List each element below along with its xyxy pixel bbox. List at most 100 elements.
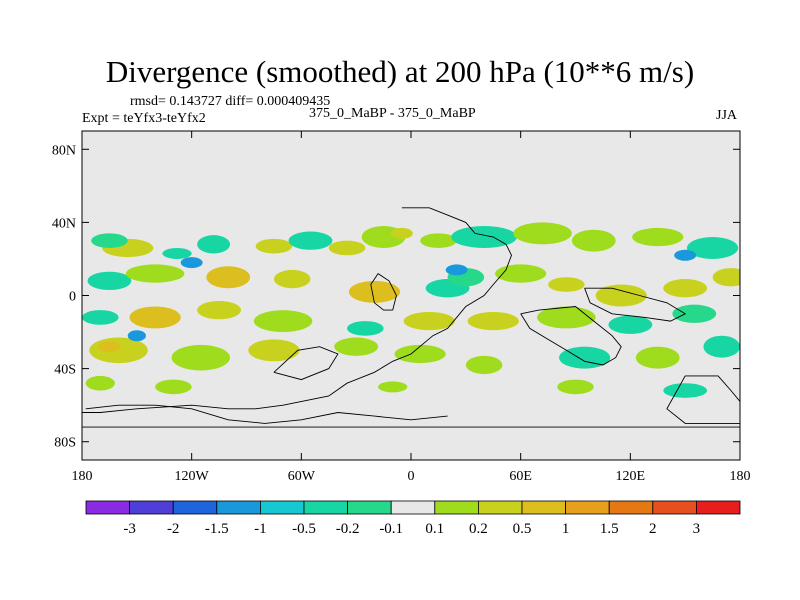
colorbar-swatch <box>303 500 348 515</box>
divergence-blob <box>288 231 333 250</box>
divergence-blob <box>98 341 121 353</box>
divergence-blob <box>394 344 446 364</box>
divergence-blob <box>686 237 739 259</box>
divergence-blob <box>87 271 132 291</box>
divergence-blob <box>495 264 547 283</box>
divergence-blob <box>89 337 148 364</box>
divergence-blob <box>663 279 708 298</box>
divergence-blob <box>155 379 192 395</box>
divergence-blob <box>180 257 203 269</box>
x-tick-label: 120W <box>175 469 210 484</box>
colorbar: -3 -2 -1.5 -1 -0.5 -0.2 -0.1 0.1 0.2 0.5 1 1.5 2 3 <box>85 500 741 537</box>
divergence-blob <box>82 310 119 325</box>
colorbar-swatch <box>216 500 261 515</box>
x-axis: 180 120W 60W 0 60E 120E 180 <box>72 131 751 484</box>
coastline <box>520 306 622 366</box>
divergence-field <box>82 222 740 398</box>
colorbar-label: -2 <box>167 521 180 537</box>
divergence-blob <box>548 277 585 292</box>
x-tick-label: 60W <box>288 469 316 484</box>
colorbar-label: 2 <box>649 521 657 537</box>
colorbar-swatch <box>434 500 479 515</box>
colorbar-swatch <box>259 500 305 515</box>
divergence-blob <box>451 226 518 248</box>
divergence-blob <box>127 330 146 342</box>
coastlines <box>82 207 740 428</box>
divergence-blob <box>513 222 572 245</box>
divergence-blob <box>420 233 457 248</box>
colorbar-label: -3 <box>123 521 136 537</box>
colorbar-label: 1 <box>562 521 570 537</box>
divergence-blob <box>465 355 503 375</box>
coastline <box>666 375 740 424</box>
coastline <box>370 272 397 311</box>
divergence-blob <box>390 227 413 239</box>
colorbar-swatch <box>347 500 392 515</box>
y-axis: 80N 40N 0 40S 80S <box>52 143 740 451</box>
y-tick-label: 80S <box>54 436 76 451</box>
divergence-blob <box>348 280 401 303</box>
divergence-blob <box>467 311 519 331</box>
left-subtitle: Expt = teYfx3-teYfx2 <box>82 111 206 126</box>
divergence-blob <box>248 339 300 362</box>
center-subtitle: 375_0_MaBP - 375_0_MaBP <box>309 106 476 121</box>
x-tick-label: 180 <box>72 469 93 484</box>
divergence-blob <box>537 306 596 329</box>
divergence-blob <box>595 284 647 307</box>
colorbar-swatch <box>85 500 130 515</box>
divergence-blob <box>197 235 231 254</box>
divergence-blob <box>171 344 231 371</box>
x-tick-label: 120E <box>616 469 646 484</box>
colorbar-label: -0.1 <box>379 521 403 537</box>
divergence-blob <box>334 337 379 356</box>
colorbar-label: 0.1 <box>425 521 444 537</box>
chart-title: Divergence (smoothed) at 200 hPa (10**6 … <box>105 54 695 89</box>
divergence-blob <box>672 304 717 323</box>
divergence-blob <box>378 381 408 393</box>
divergence-blob <box>571 229 616 252</box>
coastline <box>273 346 339 381</box>
colorbar-label: 0.2 <box>469 521 488 537</box>
colorbar-swatch <box>172 500 218 515</box>
colorbar-label: -0.2 <box>336 521 360 537</box>
coastline <box>85 404 448 424</box>
colorbar-swatch <box>608 500 654 515</box>
x-tick-label: 180 <box>730 469 751 484</box>
stats-text: rmsd= 0.143727 diff= 0.000409435 <box>130 94 331 109</box>
divergence-blob <box>197 300 242 320</box>
coastline <box>584 287 687 322</box>
colorbar-swatch <box>652 500 697 515</box>
divergence-blob <box>663 383 708 398</box>
divergence-blob <box>403 311 455 331</box>
divergence-blob <box>557 379 594 395</box>
divergence-blob <box>608 315 653 334</box>
colorbar-swatch <box>521 500 566 515</box>
colorbar-label: -1.5 <box>205 521 229 537</box>
divergence-blob <box>712 268 740 287</box>
x-tick-label: 60E <box>509 469 532 484</box>
divergence-blob <box>347 321 384 336</box>
divergence-blob <box>206 266 251 289</box>
colorbar-swatch <box>129 500 174 515</box>
divergence-blob <box>162 247 192 259</box>
colorbar-swatch <box>477 500 523 515</box>
divergence-blob <box>445 264 468 276</box>
divergence-blob <box>255 238 293 254</box>
divergence-blob <box>559 346 611 369</box>
divergence-blob <box>703 335 740 358</box>
divergence-blob <box>91 233 128 248</box>
divergence-blob <box>674 249 697 261</box>
y-tick-label: 0 <box>69 290 76 305</box>
divergence-blob <box>85 375 115 391</box>
divergence-blob <box>129 306 181 329</box>
colorbar-swatch <box>696 500 741 515</box>
divergence-blob <box>635 346 680 369</box>
right-subtitle: JJA <box>716 108 738 123</box>
colorbar-label: -0.5 <box>292 521 316 537</box>
divergence-blob <box>632 227 684 247</box>
divergence-blob <box>273 269 311 289</box>
colorbar-label: 1.5 <box>600 521 619 537</box>
colorbar-swatch <box>565 500 610 515</box>
y-tick-label: 40S <box>54 363 76 378</box>
